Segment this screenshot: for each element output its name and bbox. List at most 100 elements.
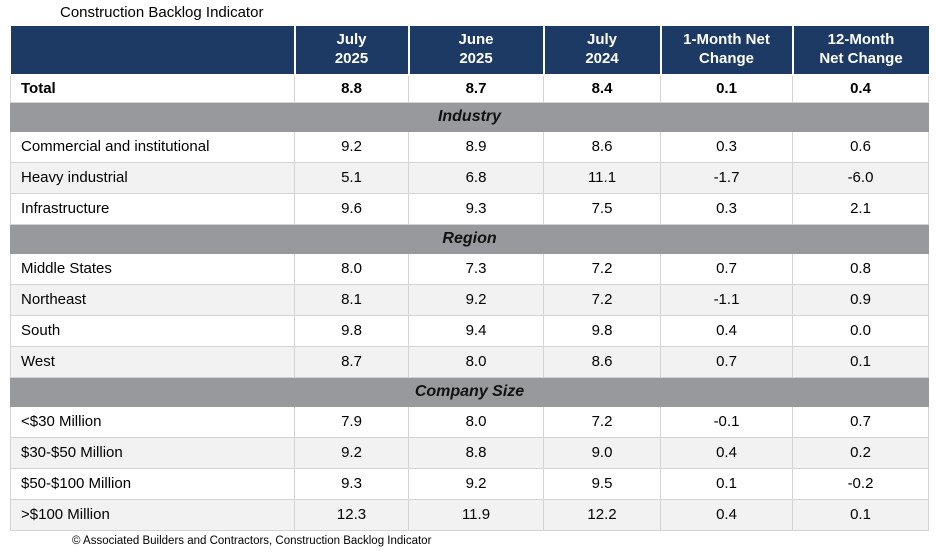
row-label: Middle States [10, 252, 295, 285]
table-row: Infrastructure 9.6 9.3 7.5 0.3 2.1 [10, 192, 929, 225]
row-label: Heavy industrial [10, 161, 295, 194]
cell-value: 0.4 [660, 314, 793, 347]
cell-value: 7.3 [408, 252, 544, 285]
table-row: $50-$100 Million 9.3 9.2 9.5 0.1 -0.2 [10, 467, 929, 500]
row-label: $50-$100 Million [10, 467, 295, 500]
row-label: Commercial and institutional [10, 130, 295, 163]
header-row: July 2025 June 2025 July 2024 1-Month Ne… [10, 24, 929, 76]
cell-value: 9.5 [543, 467, 661, 500]
cell-value: 0.3 [660, 130, 793, 163]
cell-value: 0.3 [660, 192, 793, 225]
cell-value: 8.4 [543, 74, 661, 103]
cell-value: 8.8 [294, 74, 409, 103]
table-row: >$100 Million 12.3 11.9 12.2 0.4 0.1 [10, 498, 929, 531]
table-row: Heavy industrial 5.1 6.8 11.1 -1.7 -6.0 [10, 161, 929, 194]
cell-value: 9.0 [543, 436, 661, 469]
table-row: South 9.8 9.4 9.8 0.4 0.0 [10, 314, 929, 347]
row-label: West [10, 345, 295, 378]
cell-value: 8.0 [408, 405, 544, 438]
cell-value: 9.6 [294, 192, 409, 225]
column-header-july-2025: July 2025 [293, 24, 410, 76]
cell-value: 8.0 [408, 345, 544, 378]
cell-value: 0.1 [792, 345, 929, 378]
cell-value: 8.9 [408, 130, 544, 163]
table-body: Total 8.8 8.7 8.4 0.1 0.4 Industry Commercial a… [10, 74, 929, 531]
row-label: Total [10, 74, 295, 103]
cell-value: -1.7 [660, 161, 793, 194]
section-header-label: Company Size [10, 376, 929, 407]
row-label: <$30 Million [10, 405, 295, 438]
backlog-table: July 2025 June 2025 July 2024 1-Month Ne… [10, 24, 929, 531]
section-header-label: Region [10, 223, 929, 254]
section-header-label: Industry [10, 101, 929, 132]
row-label: South [10, 314, 295, 347]
cell-value: 9.2 [408, 467, 544, 500]
total-row: Total 8.8 8.7 8.4 0.1 0.4 [10, 74, 929, 103]
cell-value: -0.2 [792, 467, 929, 500]
table-row: Northeast 8.1 9.2 7.2 -1.1 0.9 [10, 283, 929, 316]
column-header-1-month-net-change: 1-Month Net Change [659, 24, 794, 76]
cell-value: 6.8 [408, 161, 544, 194]
cell-value: 9.2 [408, 283, 544, 316]
cell-value: 8.7 [294, 345, 409, 378]
table-row: Commercial and institutional 9.2 8.9 8.6 0.3… [10, 130, 929, 163]
column-header-row-label [10, 24, 296, 76]
table-row: West 8.7 8.0 8.6 0.7 0.1 [10, 345, 929, 378]
column-header-12-month-net-change: 12-Month Net Change [791, 24, 929, 76]
cell-value: 11.9 [408, 498, 544, 531]
cell-value: 11.1 [543, 161, 661, 194]
cell-value: 0.7 [792, 405, 929, 438]
cell-value: 12.2 [543, 498, 661, 531]
cell-value: 0.2 [792, 436, 929, 469]
cell-value: 5.1 [294, 161, 409, 194]
cell-value: 9.3 [294, 467, 409, 500]
section-header-row: Region [10, 223, 929, 254]
cell-value: 2.1 [792, 192, 929, 225]
section-header-row: Company Size [10, 376, 929, 407]
cell-value: 9.2 [294, 130, 409, 163]
cell-value: 0.4 [792, 74, 929, 103]
cell-value: 7.2 [543, 252, 661, 285]
cell-value: 8.0 [294, 252, 409, 285]
cell-value: -6.0 [792, 161, 929, 194]
cell-value: 9.8 [294, 314, 409, 347]
cell-value: 8.6 [543, 345, 661, 378]
cell-value: 0.7 [660, 345, 793, 378]
table-row: $30-$50 Million 9.2 8.8 9.0 0.4 0.2 [10, 436, 929, 469]
source-attribution: © Associated Builders and Contractors, C… [72, 534, 432, 547]
cell-value: 8.1 [294, 283, 409, 316]
cell-value: 7.5 [543, 192, 661, 225]
cell-value: 8.6 [543, 130, 661, 163]
table-row: <$30 Million 7.9 8.0 7.2 -0.1 0.7 [10, 405, 929, 438]
cell-value: 0.6 [792, 130, 929, 163]
column-header-june-2025: June 2025 [407, 24, 545, 76]
cell-value: 0.0 [792, 314, 929, 347]
cell-value: 0.1 [792, 498, 929, 531]
cell-value: 9.4 [408, 314, 544, 347]
cell-value: 12.3 [294, 498, 409, 531]
cell-value: 0.4 [660, 436, 793, 469]
row-label: >$100 Million [10, 498, 295, 531]
cell-value: 0.4 [660, 498, 793, 531]
cell-value: 0.1 [660, 74, 793, 103]
section-header-row: Industry [10, 101, 929, 132]
cell-value: 0.8 [792, 252, 929, 285]
cell-value: 7.9 [294, 405, 409, 438]
cell-value: 7.2 [543, 405, 661, 438]
cell-value: 9.8 [543, 314, 661, 347]
cell-value: 7.2 [543, 283, 661, 316]
page-title: Construction Backlog Indicator [60, 4, 264, 21]
cell-value: 8.8 [408, 436, 544, 469]
cell-value: -0.1 [660, 405, 793, 438]
cell-value: 9.2 [294, 436, 409, 469]
row-label: Northeast [10, 283, 295, 316]
cell-value: 0.9 [792, 283, 929, 316]
cell-value: 0.1 [660, 467, 793, 500]
row-label: Infrastructure [10, 192, 295, 225]
cell-value: 9.3 [408, 192, 544, 225]
column-header-july-2024: July 2024 [542, 24, 662, 76]
cell-value: 0.7 [660, 252, 793, 285]
cell-value: 8.7 [408, 74, 544, 103]
cell-value: -1.1 [660, 283, 793, 316]
